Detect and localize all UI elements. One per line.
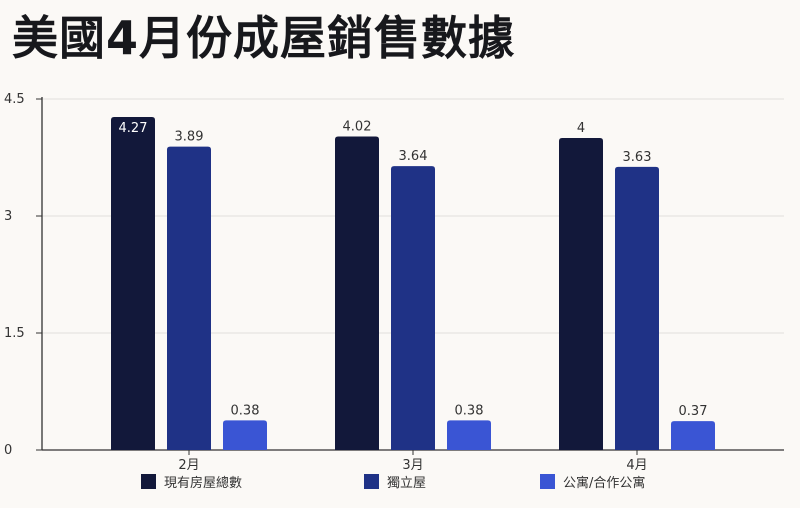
data-label: 0.38 bbox=[231, 403, 260, 418]
legend-label-condo: 公寓/合作公寓 bbox=[563, 476, 646, 491]
data-label: 3.63 bbox=[623, 150, 652, 165]
data-label: 0.37 bbox=[679, 404, 708, 419]
legend-item-single-family: 獨立屋 bbox=[364, 472, 426, 491]
bar bbox=[671, 421, 715, 450]
bar bbox=[223, 420, 267, 450]
legend: 現有房屋總數 獨立屋 公寓/合作公寓 bbox=[0, 472, 800, 494]
y-tick-label: 0 bbox=[4, 443, 12, 458]
y-tick-label: 3 bbox=[4, 209, 12, 224]
data-label: 4.27 bbox=[119, 121, 148, 136]
bar bbox=[447, 420, 491, 450]
y-tick-label: 4.5 bbox=[4, 92, 25, 107]
data-label: 3.64 bbox=[399, 149, 428, 164]
x-tick-label: 2月 bbox=[178, 458, 199, 470]
legend-swatch-condo bbox=[540, 474, 555, 489]
data-label: 4.02 bbox=[343, 119, 372, 134]
chart-title: 美國4月份成屋銷售數據 bbox=[12, 11, 516, 65]
data-label: 4 bbox=[577, 121, 585, 136]
x-tick-label: 4月 bbox=[626, 458, 647, 470]
x-tick-label: 3月 bbox=[402, 458, 423, 470]
legend-swatch-total bbox=[141, 474, 156, 489]
data-label: 0.38 bbox=[455, 403, 484, 418]
legend-item-total: 現有房屋總數 bbox=[141, 472, 242, 491]
legend-label-total: 現有房屋總數 bbox=[164, 476, 243, 491]
bar bbox=[111, 116, 155, 450]
bar bbox=[167, 146, 211, 450]
legend-label-single-family: 獨立屋 bbox=[387, 476, 427, 491]
data-label: 3.89 bbox=[175, 130, 204, 145]
legend-item-condo: 公寓/合作公寓 bbox=[540, 472, 645, 491]
bar bbox=[335, 136, 379, 450]
y-tick-label: 1.5 bbox=[4, 326, 25, 341]
bar bbox=[391, 166, 435, 450]
bar bbox=[559, 138, 603, 450]
legend-swatch-single-family bbox=[364, 474, 379, 489]
bar bbox=[615, 166, 659, 451]
bar-chart: 0 1.5 3 4.5 4.27 3.89 0.38 2月 4.02 3.64 0.38 3月 4 3.6… bbox=[4, 92, 784, 470]
